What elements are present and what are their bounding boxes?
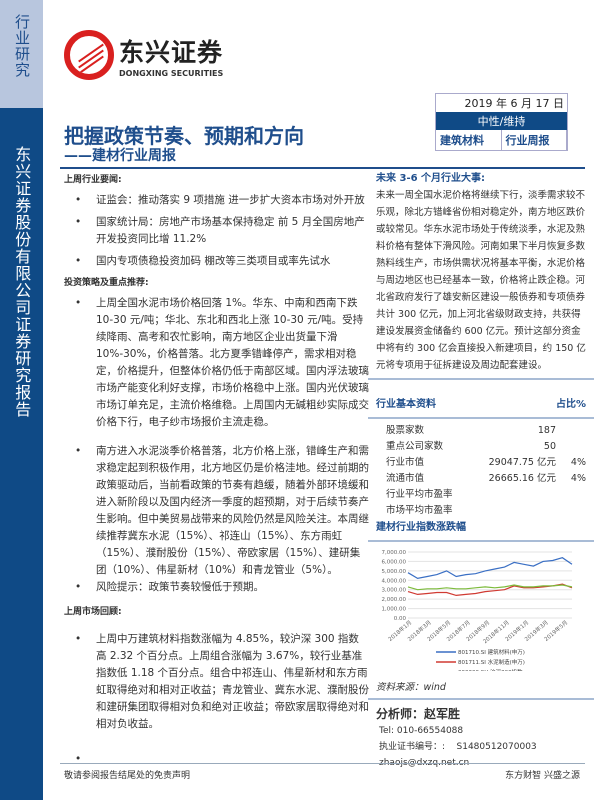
y-tick-label: 5,000.00 bbox=[382, 569, 407, 575]
series-line bbox=[407, 584, 573, 591]
company-label: 东兴证券股份有限公司证券研究报告 bbox=[12, 146, 32, 418]
list-item: 国家统计局：房地产市场基本保持稳定 前 5 月全国房地产开发投资同比增 11.2… bbox=[64, 214, 369, 248]
report-date: 2019 年 6 月 17 日 bbox=[464, 97, 564, 110]
pct-heading: 占比% bbox=[555, 399, 586, 410]
basic-info-k: 市场平均市盈率 bbox=[386, 505, 453, 516]
basic-info-v bbox=[481, 503, 556, 519]
basic-info-p: 4% bbox=[570, 457, 586, 468]
logo-en: DONGXING SECURITIES bbox=[119, 68, 224, 78]
section-heading: 上周行业要闻: bbox=[64, 175, 122, 185]
chart-title: 建材行业指数涨跌幅 bbox=[376, 522, 466, 533]
basic-info-heading: 行业基本资料 bbox=[376, 399, 436, 410]
y-tick-label: 4,000.00 bbox=[382, 578, 407, 584]
divider bbox=[368, 540, 594, 542]
y-tick-label: 0.00 bbox=[394, 616, 407, 622]
logo-cn: 东兴证券 bbox=[119, 37, 224, 67]
cert-label: 执业证书编号：: bbox=[379, 742, 446, 752]
analyst-name: 分析师：赵军胜 bbox=[376, 707, 461, 721]
basic-info-v: 187 bbox=[537, 425, 556, 436]
basic-info-v: 50 bbox=[543, 441, 556, 452]
basic-info-k: 流通市值 bbox=[386, 473, 425, 484]
events-text: 未来一周全国水泥价格将继续下行，淡季需求较不乐观，除北方错峰省份相对稳定外，南方… bbox=[376, 190, 586, 371]
series-line bbox=[407, 583, 573, 597]
list-item: 上周全国水泥市场价格回落 1%。华东、中南和西南下跌 10-30 元/吨；华北、… bbox=[64, 295, 369, 431]
page-subtitle: ——建材行业周报 bbox=[64, 148, 176, 164]
divider bbox=[368, 417, 594, 419]
basic-info-v bbox=[481, 487, 556, 503]
basic-info-v: 29047.75 亿元 bbox=[488, 457, 556, 468]
list-item: 国内专项债稳投资加码 棚改等三类项目或率先试水 bbox=[64, 253, 369, 270]
series-line bbox=[407, 557, 573, 580]
info-box: 2019 年 6 月 17 日 中性/维持 建筑材料 行业周报 bbox=[435, 93, 568, 151]
basic-info-k: 股票家数 bbox=[386, 425, 425, 436]
list-item: 证监会：推动落实 9 项措施 进一步扩大资本市场对外开放 bbox=[64, 192, 369, 209]
divider bbox=[368, 698, 594, 700]
y-tick-label: 6,000.00 bbox=[382, 559, 407, 565]
report-type-tag: 行业周报 bbox=[502, 130, 567, 150]
legend-label: 801711.SI 水泥制造(申万) bbox=[458, 658, 525, 666]
basic-info-row: 流通市值 26665.16 亿元 4% bbox=[376, 471, 586, 487]
footer-divider bbox=[60, 763, 585, 764]
list-item: 上周中万建筑材料指数涨幅为 4.85%，较沪深 300 指数高 2.32 个百分… bbox=[64, 631, 369, 733]
logo: 东兴证券 DONGXING SECURITIES bbox=[64, 30, 223, 80]
list-item bbox=[64, 751, 369, 768]
rating-badge: 中性/维持 bbox=[436, 112, 567, 130]
y-tick-label: 7,000.00 bbox=[382, 550, 407, 556]
sidebar-company: 东兴证券股份有限公司证券研究报告 bbox=[0, 108, 43, 800]
cert-number: S1480512070003 bbox=[456, 742, 537, 752]
section-heading: 投资策略及重点推荐: bbox=[64, 278, 149, 288]
main-column: 上周行业要闻: 证监会：推动落实 9 项措施 进一步扩大资本市场对外开放 国家统… bbox=[64, 170, 369, 773]
events-heading: 未来 3-6 个月行业大事: bbox=[376, 173, 486, 184]
basic-info-k: 行业市值 bbox=[386, 457, 425, 468]
y-tick-label: 1,000.00 bbox=[382, 607, 407, 613]
divider bbox=[60, 167, 585, 169]
disclaimer-note: 敬请参阅报告结尾处的免责声明 bbox=[64, 771, 191, 781]
basic-info-row: 市场平均市盈率 bbox=[376, 503, 586, 519]
basic-info-p bbox=[556, 487, 586, 503]
sidebar-category: 行业研究 bbox=[0, 0, 43, 108]
analyst-tel: Tel: 010-66554088 bbox=[379, 726, 464, 736]
legend-label: 801710.SI 建筑材料(申万) bbox=[458, 648, 525, 656]
industry-tag: 建筑材料 bbox=[436, 130, 502, 150]
basic-info-k: 重点公司家数 bbox=[386, 441, 444, 452]
basic-info-row: 重点公司家数 50 bbox=[376, 439, 586, 455]
logo-icon bbox=[64, 30, 114, 80]
basic-info-row: 行业平均市盈率 bbox=[376, 487, 586, 503]
page-title: 把握政策节奏、预期和方向 bbox=[64, 124, 304, 148]
basic-info-row: 股票家数 187 bbox=[376, 423, 586, 439]
basic-info-k: 行业平均市盈率 bbox=[386, 489, 453, 500]
index-chart: 0.00 1,000.00 2,000.00 3,000.00 4,000.00 5,00… bbox=[382, 550, 573, 676]
basic-info-v: 26665.16 亿元 bbox=[488, 473, 556, 484]
category-label: 行业研究 bbox=[13, 14, 31, 78]
basic-info-p bbox=[556, 439, 586, 455]
y-tick-label: 3,000.00 bbox=[382, 588, 407, 594]
slogan: 东方财智 兴盛之源 bbox=[505, 771, 580, 781]
basic-info-p bbox=[556, 503, 586, 519]
basic-info-row: 行业市值 29047.75 亿元 4% bbox=[376, 455, 586, 471]
side-column: 未来 3-6 个月行业大事: 未来一周全国水泥价格将继续下行，淡季需求较不乐观，… bbox=[368, 170, 594, 771]
basic-info-p: 4% bbox=[570, 473, 586, 484]
list-item: 南方进入水泥淡季价格普落，北方价格上涨，错峰生产和需求稳定起到积极作用，北方地区… bbox=[64, 443, 369, 579]
divider bbox=[368, 378, 594, 380]
section-heading: 上周市场回顾: bbox=[64, 607, 122, 617]
basic-info-p bbox=[556, 423, 586, 439]
source-note: 资料来源：wind bbox=[376, 682, 446, 693]
list-item: 风险提示：政策节奏较慢低于预期。 bbox=[64, 579, 369, 596]
y-tick-label: 2,000.00 bbox=[382, 597, 407, 603]
